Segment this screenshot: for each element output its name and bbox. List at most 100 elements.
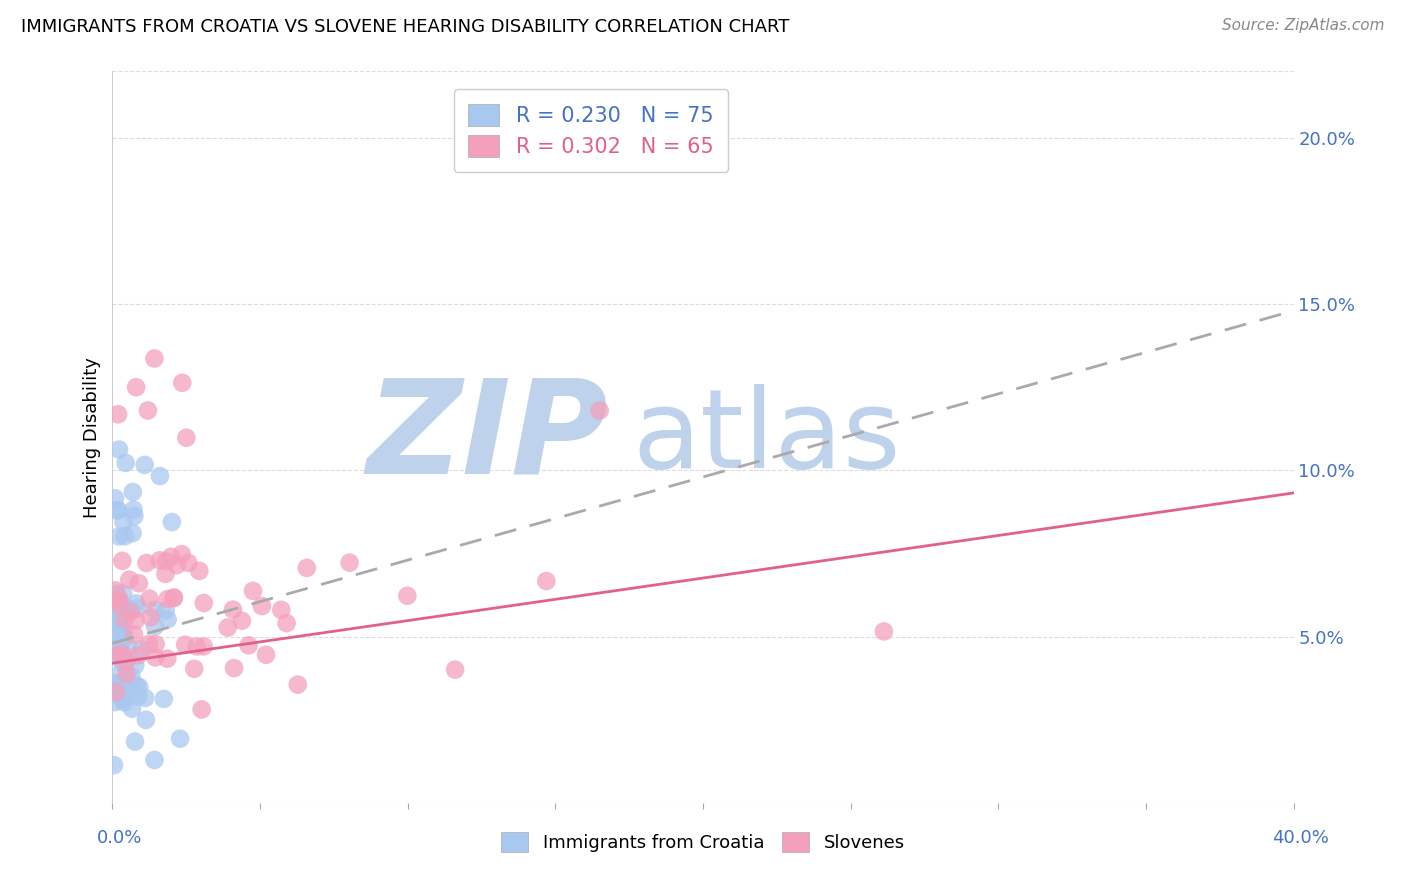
Point [110, 647, 132, 661]
Point [115, 667, 138, 681]
Point [103, 592, 125, 607]
Point [115, 655, 138, 669]
Point [128, 576, 150, 591]
Point [155, 566, 177, 581]
Point [155, 554, 177, 568]
Point [105, 632, 128, 646]
Point [103, 594, 125, 608]
Point [160, 549, 183, 564]
Point [112, 626, 135, 640]
Text: 40.0%: 40.0% [1272, 829, 1329, 847]
Point [112, 681, 135, 695]
Y-axis label: Hearing Disability: Hearing Disability [83, 357, 101, 517]
Point [135, 556, 157, 570]
Point [125, 601, 148, 615]
Point [242, 583, 264, 598]
Point [125, 596, 148, 610]
Text: atlas: atlas [633, 384, 901, 491]
Point [145, 637, 167, 651]
Point [121, 526, 143, 541]
Point [295, 561, 318, 575]
Point [166, 558, 188, 573]
Point [105, 681, 128, 695]
Point [103, 676, 125, 690]
Point [143, 619, 166, 633]
Point [250, 599, 273, 613]
Point [107, 407, 129, 421]
Point [115, 679, 138, 693]
Point [124, 734, 146, 748]
Point [110, 607, 132, 622]
Point [111, 647, 134, 661]
Point [162, 591, 184, 606]
Point [136, 403, 159, 417]
Point [143, 753, 166, 767]
Point [111, 554, 134, 568]
Point [105, 587, 128, 601]
Point [108, 442, 131, 457]
Point [105, 597, 128, 611]
Point [143, 603, 166, 617]
Point [156, 612, 179, 626]
Point [125, 380, 148, 394]
Point [118, 640, 141, 655]
Point [174, 638, 197, 652]
Point [238, 639, 260, 653]
Point [125, 679, 148, 693]
Point [125, 613, 148, 627]
Point [103, 644, 125, 658]
Point [103, 640, 125, 654]
Point [114, 655, 136, 669]
Legend: Immigrants from Croatia, Slovenes: Immigrants from Croatia, Slovenes [494, 825, 912, 860]
Point [120, 669, 142, 683]
Point [105, 503, 128, 517]
Point [138, 637, 160, 651]
Point [536, 574, 558, 588]
Text: ZIP: ZIP [367, 374, 609, 500]
Text: 0.0%: 0.0% [97, 829, 142, 847]
Point [114, 529, 136, 543]
Point [156, 651, 179, 665]
Point [339, 556, 361, 570]
Point [120, 603, 142, 617]
Point [104, 695, 127, 709]
Point [107, 606, 129, 620]
Point [111, 692, 134, 706]
Point [114, 673, 136, 687]
Point [222, 602, 245, 616]
Point [131, 642, 153, 657]
Point [139, 610, 162, 624]
Point [110, 619, 132, 633]
Point [108, 592, 131, 607]
Point [112, 586, 135, 600]
Point [188, 564, 211, 578]
Point [254, 648, 277, 662]
Point [155, 603, 177, 617]
Point [134, 458, 156, 472]
Point [118, 573, 141, 587]
Point [117, 602, 139, 616]
Point [112, 695, 135, 709]
Point [108, 529, 131, 543]
Point [149, 469, 172, 483]
Point [120, 605, 142, 619]
Point [103, 758, 125, 772]
Point [143, 351, 166, 366]
Point [112, 602, 135, 616]
Point [111, 656, 134, 670]
Point [108, 681, 131, 695]
Point [222, 661, 245, 675]
Point [104, 491, 127, 506]
Point [111, 634, 134, 648]
Point [114, 456, 136, 470]
Point [143, 650, 166, 665]
Point [121, 485, 143, 500]
Point [873, 624, 896, 639]
Point [588, 403, 610, 417]
Point [186, 640, 208, 654]
Point [183, 662, 205, 676]
Point [169, 731, 191, 746]
Point [110, 606, 132, 620]
Point [231, 614, 253, 628]
Point [115, 677, 138, 691]
